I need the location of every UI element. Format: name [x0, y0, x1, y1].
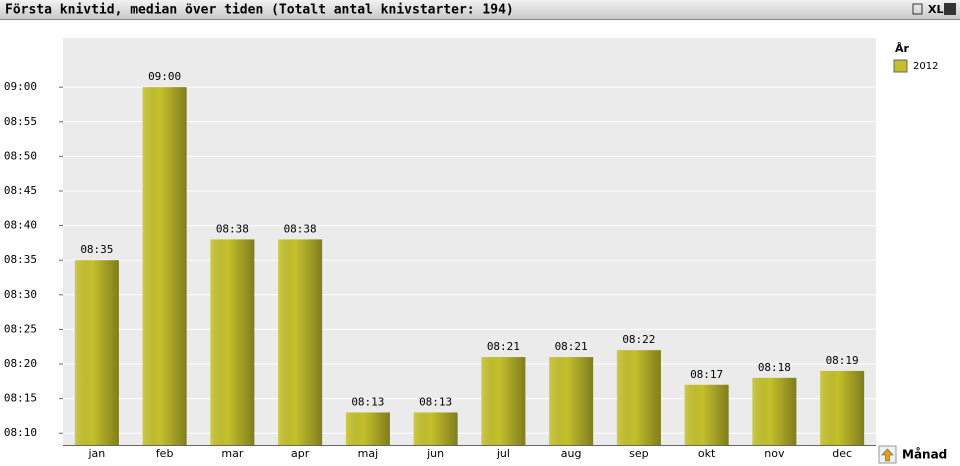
x-tick-label: mar	[221, 447, 243, 460]
x-tick-label: jan	[87, 447, 105, 460]
data-label: 08:21	[555, 340, 588, 353]
legend-title: År	[895, 42, 910, 55]
plot-area	[63, 38, 876, 445]
data-label: 08:22	[622, 333, 655, 346]
title-bar	[0, 0, 960, 19]
y-tick-label: 08:50	[4, 149, 37, 162]
data-label: 08:38	[284, 222, 317, 235]
x-tick-label: sep	[629, 447, 648, 460]
x-axis-title[interactable]: Månad	[902, 448, 947, 462]
data-label: 08:18	[758, 361, 791, 374]
y-tick-label: 08:10	[4, 426, 37, 439]
y-tick-label: 08:35	[4, 253, 37, 266]
data-label: 08:17	[690, 368, 723, 381]
bar-shade	[820, 370, 865, 445]
x-tick-label: maj	[358, 447, 379, 460]
y-tick-label: 08:15	[4, 392, 37, 405]
data-label: 08:13	[351, 395, 384, 408]
bar-shade	[278, 239, 323, 445]
y-tick-label: 08:30	[4, 288, 37, 301]
bar-shade	[616, 350, 661, 445]
bar-shade	[752, 377, 797, 445]
data-label: 09:00	[148, 70, 181, 83]
x-tick-label: aug	[561, 447, 582, 460]
x-tick-label: apr	[291, 447, 310, 460]
x-tick-label: feb	[156, 447, 174, 460]
bar-shade	[481, 357, 526, 445]
data-label: 08:19	[826, 354, 859, 367]
data-label: 08:35	[80, 243, 113, 256]
x-tick-label: okt	[698, 447, 716, 460]
print-icon[interactable]	[912, 3, 923, 15]
bar-shade	[142, 87, 187, 445]
data-label: 08:38	[216, 222, 249, 235]
y-tick-label: 08:20	[4, 357, 37, 370]
minimize-icon[interactable]	[944, 3, 956, 15]
data-label: 08:21	[487, 340, 520, 353]
chart-title: Första knivtid, median över tiden (Total…	[5, 3, 514, 18]
x-tick-label: jun	[426, 447, 444, 460]
bar-shade	[413, 412, 458, 445]
xl-button[interactable]: XL	[928, 3, 944, 16]
legend-label: 2012	[913, 61, 938, 72]
data-label: 08:13	[419, 395, 452, 408]
bar-shade	[684, 384, 729, 445]
y-tick-label: 09:00	[4, 80, 37, 93]
x-tick-label: nov	[764, 447, 785, 460]
y-tick-label: 08:45	[4, 184, 37, 197]
bar-shade	[549, 357, 594, 445]
bar-shade	[210, 239, 255, 445]
y-tick-label: 08:25	[4, 322, 37, 335]
drill-up-arrow	[881, 448, 894, 462]
bar-shade	[74, 260, 119, 445]
y-tick-label: 08:55	[4, 115, 37, 128]
legend-swatch	[893, 59, 908, 73]
x-tick-label: dec	[832, 447, 852, 460]
x-tick-label: jul	[496, 447, 510, 460]
bar-shade	[345, 412, 390, 445]
y-tick-label: 08:40	[4, 219, 37, 232]
